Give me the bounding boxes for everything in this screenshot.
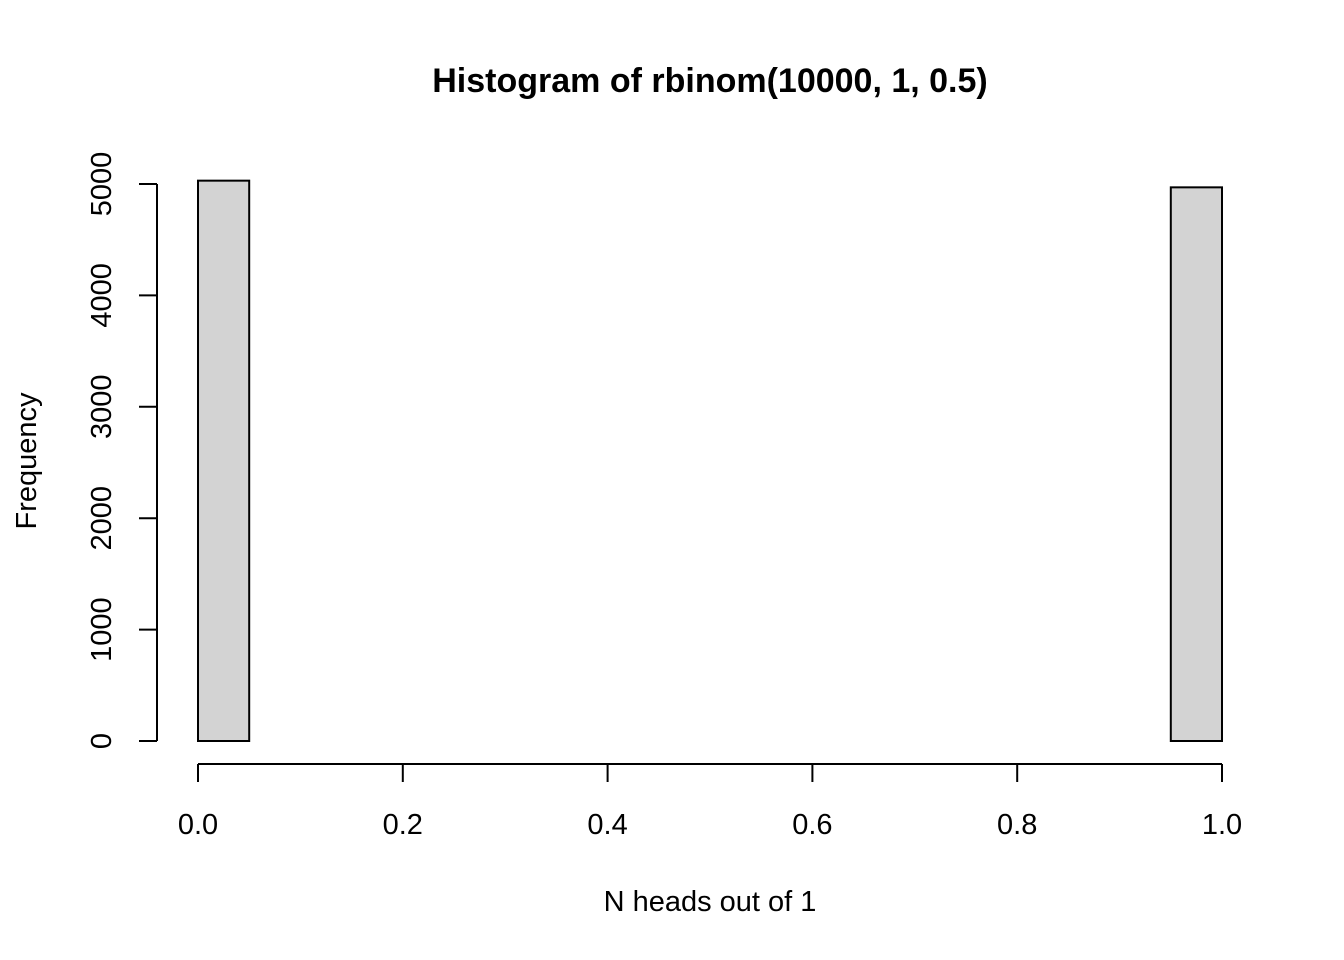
x-axis: 0.0 0.2 0.4 0.6 0.8 1.0	[178, 763, 1242, 841]
x-axis-label: N heads out of 1	[604, 886, 817, 918]
x-ticks: 0.0 0.2 0.4 0.6 0.8 1.0	[178, 764, 1242, 841]
y-tick-label: 4000	[86, 263, 118, 328]
y-tick-label: 3000	[86, 375, 118, 440]
bars-layer	[197, 179, 1224, 743]
histogram-bar	[197, 179, 251, 742]
y-tick-label: 2000	[86, 486, 118, 551]
x-tick-label: 0.2	[383, 809, 423, 841]
histogram-bar	[1169, 186, 1224, 743]
y-ticks: 0 1000 2000 3000 4000 5000	[86, 152, 157, 749]
y-tick-label: 5000	[86, 152, 118, 217]
y-axis-label: Frequency	[11, 392, 43, 530]
y-tick-label: 1000	[86, 597, 118, 662]
x-tick-label: 0.8	[997, 809, 1037, 841]
x-tick-label: 0.0	[178, 809, 218, 841]
x-tick-label: 1.0	[1202, 809, 1242, 841]
y-axis: 0 1000 2000 3000 4000 5000	[86, 152, 158, 749]
chart-title: Histogram of rbinom(10000, 1, 0.5)	[432, 62, 988, 100]
y-tick-label: 0	[86, 733, 118, 749]
x-tick-label: 0.6	[792, 809, 832, 841]
x-tick-label: 0.4	[587, 809, 627, 841]
